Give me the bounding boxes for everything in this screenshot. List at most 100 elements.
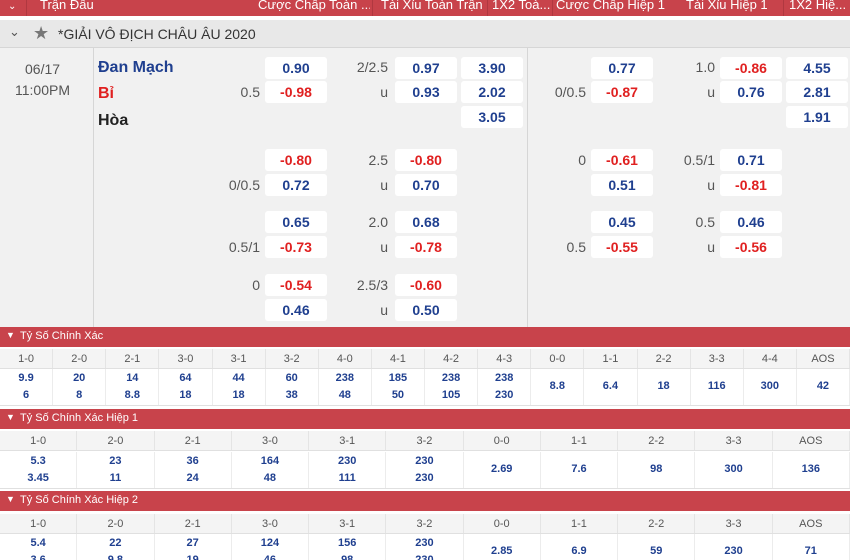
odds-button[interactable]: -0.54 <box>265 274 327 296</box>
away-score-odds[interactable]: 98 <box>341 554 354 560</box>
away-score-odds[interactable]: 11 <box>109 472 122 484</box>
odds-button[interactable]: 0.93 <box>395 81 457 103</box>
chevron-down-icon[interactable]: ⌄ <box>8 1 17 12</box>
odds-button[interactable]: -0.80 <box>395 149 457 171</box>
away-score-odds[interactable]: 46 <box>263 554 277 560</box>
star-icon[interactable]: ★ <box>33 23 50 43</box>
score-odds-cell[interactable]: 230 230 <box>386 452 464 488</box>
draw-score-odds[interactable]: 98 <box>650 463 663 475</box>
score-odds-cell[interactable]: 6.4 <box>584 369 638 405</box>
odds-button[interactable]: 0.71 <box>720 149 782 171</box>
score-odds-cell[interactable]: 8.8 <box>531 369 585 405</box>
odds-button[interactable]: -0.60 <box>395 274 457 296</box>
home-score-odds[interactable]: 230 <box>415 537 434 549</box>
score-odds-cell[interactable]: 238 48 <box>319 369 372 405</box>
score-odds-cell[interactable]: 27 19 <box>155 534 232 560</box>
score-odds-cell[interactable]: 36 24 <box>155 452 232 488</box>
odds-button[interactable]: 0.46 <box>720 211 782 233</box>
away-score-odds[interactable]: 105 <box>441 389 461 401</box>
odds-button[interactable]: 0.51 <box>591 174 653 196</box>
score-odds-cell[interactable]: 44 18 <box>213 369 266 405</box>
away-score-odds[interactable]: 18 <box>232 389 245 401</box>
score-odds-cell[interactable]: 20 8 <box>53 369 107 405</box>
score-odds-cell[interactable]: 156 98 <box>309 534 387 560</box>
away-score-odds[interactable]: 111 <box>338 472 356 484</box>
score-odds-cell[interactable]: 164 48 <box>232 452 310 488</box>
score-odds-cell[interactable]: 59 <box>618 534 696 560</box>
away-score-odds[interactable]: 3.6 <box>30 554 46 560</box>
away-score-odds[interactable]: 24 <box>186 472 199 484</box>
home-score-odds[interactable]: 23 <box>109 455 122 467</box>
odds-button-1x2-draw[interactable]: 3.05 <box>461 106 523 128</box>
home-score-odds[interactable]: 230 <box>415 455 434 467</box>
score-odds-cell[interactable]: 9.9 6 <box>0 369 54 405</box>
away-score-odds[interactable]: 9.8 <box>107 554 124 560</box>
score-odds-cell[interactable]: 71 <box>773 534 850 560</box>
home-score-odds[interactable]: 164 <box>260 455 280 467</box>
away-score-odds[interactable]: 6 <box>23 389 30 401</box>
header-h1-1x2[interactable]: 1X2 Hiệ... <box>789 0 847 12</box>
odds-button[interactable]: -0.98 <box>265 81 327 103</box>
draw-score-odds[interactable]: 230 <box>724 545 743 557</box>
chevron-down-icon[interactable]: ▼ <box>6 330 15 340</box>
home-score-odds[interactable]: 14 <box>126 372 139 384</box>
score-odds-cell[interactable]: 6.9 <box>541 534 619 560</box>
away-score-odds[interactable]: 19 <box>186 554 199 560</box>
score-odds-cell[interactable]: 98 <box>618 452 696 488</box>
home-score-odds[interactable]: 44 <box>232 372 245 384</box>
odds-button[interactable]: -0.55 <box>591 236 653 258</box>
score-odds-cell[interactable]: 230 230 <box>386 534 464 560</box>
away-score-odds[interactable]: 48 <box>338 389 351 401</box>
away-score-odds[interactable]: 230 <box>495 389 514 401</box>
score-odds-cell[interactable]: 60 38 <box>266 369 319 405</box>
away-score-odds[interactable]: 8.8 <box>124 389 140 401</box>
odds-button[interactable]: -0.61 <box>591 149 653 171</box>
draw-score-odds[interactable]: 6.4 <box>602 380 619 392</box>
chevron-down-icon[interactable]: ▼ <box>6 494 15 504</box>
away-score-odds[interactable]: 3.45 <box>27 472 49 484</box>
home-score-odds[interactable]: 185 <box>388 372 408 384</box>
draw-score-odds[interactable]: 300 <box>760 380 779 392</box>
draw-score-odds[interactable]: 6.9 <box>571 545 587 557</box>
score-odds-cell[interactable]: 116 <box>691 369 744 405</box>
home-score-odds[interactable]: 27 <box>186 537 199 549</box>
away-score-odds[interactable]: 230 <box>415 554 434 560</box>
header-h1-handicap[interactable]: Cược Chấp Hiệp 1 <box>556 0 665 12</box>
odds-button[interactable]: -0.87 <box>591 81 653 103</box>
score-odds-cell[interactable]: 2.85 <box>464 534 541 560</box>
chevron-down-icon[interactable]: ⌄ <box>9 24 20 39</box>
score-odds-cell[interactable]: 5.4 3.6 <box>0 534 78 560</box>
odds-button[interactable]: 0.50 <box>395 299 457 321</box>
home-score-odds[interactable]: 20 <box>73 372 86 384</box>
odds-button[interactable]: -0.80 <box>265 149 327 171</box>
score-odds-cell[interactable]: 64 18 <box>159 369 213 405</box>
score-odds-cell[interactable]: 23 11 <box>77 452 155 488</box>
home-score-odds[interactable]: 5.4 <box>30 537 46 549</box>
draw-score-odds[interactable]: 7.6 <box>571 463 587 475</box>
away-score-odds[interactable]: 230 <box>415 472 434 484</box>
odds-button[interactable]: 0.97 <box>395 57 457 79</box>
score-odds-cell[interactable]: 5.3 3.45 <box>0 452 78 488</box>
draw-score-odds[interactable]: 116 <box>707 380 726 392</box>
odds-button[interactable]: 0.46 <box>265 299 327 321</box>
home-score-odds[interactable]: 5.3 <box>30 455 46 467</box>
home-score-odds[interactable]: 124 <box>260 537 280 549</box>
odds-button[interactable]: 0.65 <box>265 211 327 233</box>
home-score-odds[interactable]: 64 <box>179 372 192 384</box>
section-correct-score-h2[interactable]: ▼ Tỷ Số Chính Xác Hiệp 2 <box>0 491 850 511</box>
odds-button[interactable]: 0.77 <box>591 57 653 79</box>
odds-button[interactable]: 0.68 <box>395 211 457 233</box>
section-correct-score[interactable]: ▼ Tỷ Số Chính Xác <box>0 327 850 347</box>
draw-score-odds[interactable]: 2.69 <box>491 463 513 475</box>
home-score-odds[interactable]: 60 <box>285 372 298 384</box>
draw-score-odds[interactable]: 59 <box>650 545 663 557</box>
draw-score-odds[interactable]: 136 <box>801 463 820 475</box>
odds-button[interactable]: 0.45 <box>591 211 653 233</box>
league-row[interactable]: ⌄ ★ *GIẢI VÔ ĐỊCH CHÂU ÂU 2020 <box>0 20 850 48</box>
odds-button[interactable]: 0.70 <box>395 174 457 196</box>
score-odds-cell[interactable]: 300 <box>695 452 773 488</box>
header-ft-ou[interactable]: Tài Xỉu Toàn Trận <box>381 0 483 12</box>
header-h1-ou[interactable]: Tài Xỉu Hiệp 1 <box>686 0 768 12</box>
header-ft-handicap[interactable]: Cược Chấp Toàn ... <box>258 0 370 12</box>
score-odds-cell[interactable]: 238 230 <box>478 369 532 405</box>
